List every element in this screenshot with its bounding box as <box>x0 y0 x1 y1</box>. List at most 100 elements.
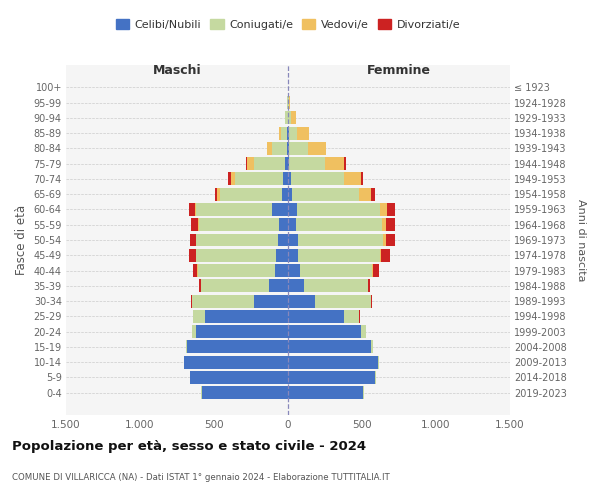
Bar <box>288 234 298 246</box>
Y-axis label: Fasce di età: Fasce di età <box>15 205 28 275</box>
Bar <box>288 249 298 262</box>
Bar <box>314 294 371 308</box>
Bar <box>199 218 279 231</box>
Bar <box>196 325 288 338</box>
Bar <box>196 203 272 216</box>
Bar <box>287 126 288 140</box>
Bar <box>387 203 395 216</box>
Bar <box>287 96 288 109</box>
Bar <box>279 126 281 140</box>
Bar <box>281 126 287 140</box>
Bar <box>267 142 272 155</box>
Bar <box>269 280 288 292</box>
Bar <box>272 203 288 216</box>
Bar <box>371 340 373 353</box>
Bar <box>266 142 267 155</box>
Bar <box>288 386 364 399</box>
Bar <box>191 218 199 231</box>
Bar <box>288 157 289 170</box>
Bar <box>190 234 196 246</box>
Bar <box>368 280 370 292</box>
Bar <box>184 356 288 368</box>
Bar <box>188 249 196 262</box>
Bar <box>186 340 187 353</box>
Y-axis label: Anni di nascita: Anni di nascita <box>577 198 586 281</box>
Bar <box>288 172 291 186</box>
Text: COMUNE DI VILLARICCA (NA) - Dati ISTAT 1° gennaio 2024 - Elaborazione TUTTITALIA: COMUNE DI VILLARICCA (NA) - Dati ISTAT 1… <box>12 473 390 482</box>
Bar <box>288 371 376 384</box>
Bar <box>272 142 287 155</box>
Bar <box>187 340 288 353</box>
Bar <box>220 188 282 200</box>
Bar <box>383 234 386 246</box>
Bar <box>344 172 361 186</box>
Text: Maschi: Maschi <box>152 64 202 76</box>
Bar <box>276 249 288 262</box>
Bar <box>288 310 344 323</box>
Bar <box>282 188 288 200</box>
Bar <box>193 264 197 277</box>
Bar <box>378 356 379 368</box>
Bar <box>308 142 326 155</box>
Bar <box>288 356 378 368</box>
Text: Femmine: Femmine <box>367 64 431 76</box>
Bar <box>298 249 380 262</box>
Bar <box>289 96 290 109</box>
Bar <box>304 280 368 292</box>
Bar <box>189 203 195 216</box>
Bar <box>288 112 291 124</box>
Bar <box>286 112 287 124</box>
Bar <box>196 249 276 262</box>
Bar <box>231 172 235 186</box>
Bar <box>288 218 296 231</box>
Bar <box>380 203 387 216</box>
Bar <box>380 249 381 262</box>
Bar <box>296 218 382 231</box>
Bar <box>386 218 395 231</box>
Bar <box>288 96 289 109</box>
Bar <box>288 188 292 200</box>
Bar <box>371 294 372 308</box>
Bar <box>288 294 314 308</box>
Bar <box>215 188 217 200</box>
Bar <box>200 280 269 292</box>
Bar <box>288 340 371 353</box>
Bar <box>300 264 373 277</box>
Bar <box>205 310 288 323</box>
Bar <box>289 126 297 140</box>
Bar <box>325 157 344 170</box>
Bar <box>254 294 288 308</box>
Bar <box>288 142 289 155</box>
Legend: Celibi/Nubili, Coniugati/e, Vedovi/e, Divorziati/e: Celibi/Nubili, Coniugati/e, Vedovi/e, Di… <box>112 14 464 34</box>
Bar <box>298 234 383 246</box>
Bar <box>297 203 380 216</box>
Bar <box>190 371 288 384</box>
Bar <box>228 172 231 186</box>
Bar <box>283 172 288 186</box>
Bar <box>361 172 364 186</box>
Bar <box>289 142 308 155</box>
Bar <box>279 218 288 231</box>
Bar <box>291 172 344 186</box>
Text: Popolazione per età, sesso e stato civile - 2024: Popolazione per età, sesso e stato civil… <box>12 440 366 453</box>
Bar <box>278 234 288 246</box>
Bar <box>288 280 304 292</box>
Bar <box>381 249 390 262</box>
Bar <box>284 112 286 124</box>
Bar <box>288 203 297 216</box>
Bar <box>196 234 278 246</box>
Bar <box>288 325 361 338</box>
Bar <box>371 188 376 200</box>
Bar <box>291 112 296 124</box>
Bar <box>199 280 200 292</box>
Bar <box>288 264 300 277</box>
Bar <box>285 157 288 170</box>
Bar <box>193 310 205 323</box>
Bar <box>275 264 288 277</box>
Bar <box>289 157 325 170</box>
Bar <box>192 294 254 308</box>
Bar <box>254 157 285 170</box>
Bar <box>198 264 275 277</box>
Bar <box>292 188 359 200</box>
Bar <box>382 218 386 231</box>
